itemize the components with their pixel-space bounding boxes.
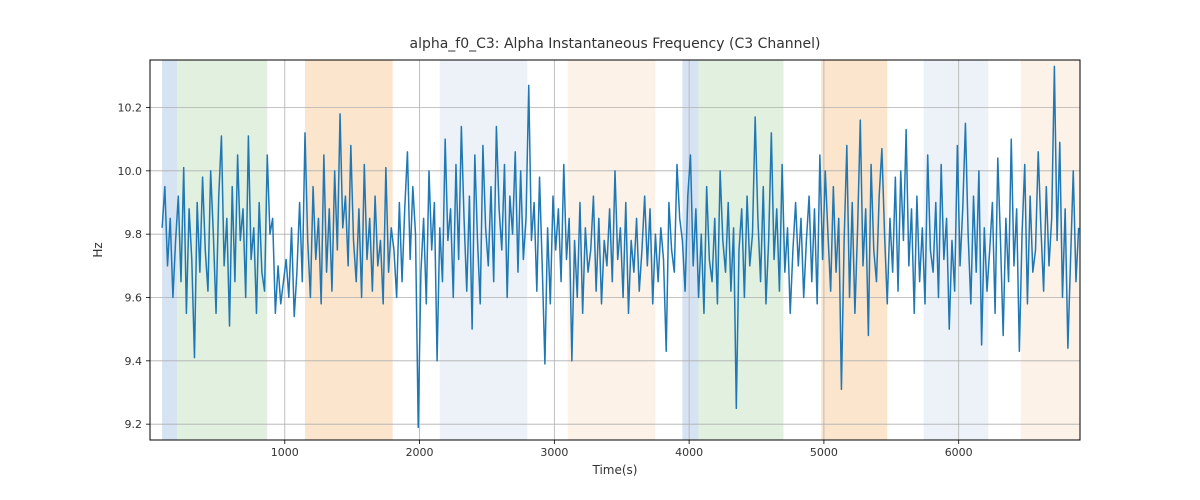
- chart-title: alpha_f0_C3: Alpha Instantaneous Frequen…: [409, 36, 820, 52]
- y-tick-label: 9.4: [125, 355, 143, 368]
- background-band: [440, 60, 528, 440]
- y-tick-label: 10.0: [118, 165, 143, 178]
- background-band: [177, 60, 267, 440]
- x-tick-label: 1000: [271, 446, 299, 459]
- x-axis-title: Time(s): [592, 463, 638, 477]
- chart-container: 1000 2000 3000 4000 5000 6000 9.2 9.4 9.6 9.8 10.0…: [0, 0, 1200, 500]
- x-tick-label: 6000: [945, 446, 973, 459]
- x-tick-label: 4000: [675, 446, 703, 459]
- background-band: [699, 60, 784, 440]
- x-tick-label: 2000: [406, 446, 434, 459]
- y-tick-label: 10.2: [118, 102, 143, 115]
- x-tick-label: 3000: [540, 446, 568, 459]
- y-tick-label: 9.2: [125, 418, 143, 431]
- y-tick-label: 9.6: [125, 292, 143, 305]
- background-band: [682, 60, 698, 440]
- y-tick-label: 9.8: [125, 228, 143, 241]
- chart-svg: 1000 2000 3000 4000 5000 6000 9.2 9.4 9.6 9.8 10.0…: [0, 0, 1200, 500]
- y-axis-title: Hz: [91, 242, 105, 257]
- x-tick-label: 5000: [810, 446, 838, 459]
